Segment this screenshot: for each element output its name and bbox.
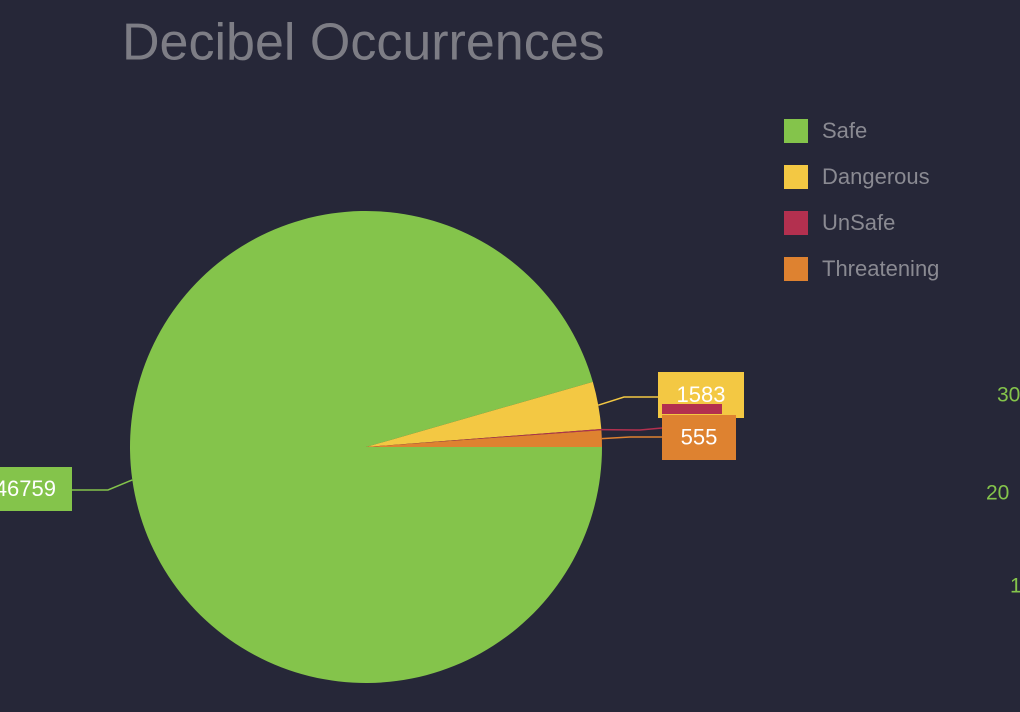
label-box	[662, 404, 722, 414]
label-box	[662, 415, 736, 460]
label-connector	[601, 427, 663, 431]
pie-slice	[366, 381, 602, 447]
legend-swatch	[784, 211, 808, 235]
pie-slice	[366, 430, 602, 447]
legend-label: UnSafe	[822, 210, 895, 235]
pie-slice	[366, 428, 602, 447]
legend-swatch	[784, 165, 808, 189]
legend-label: Safe	[822, 118, 867, 143]
legend-swatch	[784, 257, 808, 281]
side-axis-label: 10	[1010, 575, 1020, 598]
label-box	[0, 467, 72, 511]
label-connector	[72, 479, 133, 491]
legend-label: Dangerous	[822, 164, 930, 189]
side-axis-label: 30	[997, 384, 1020, 407]
pie-slice	[130, 211, 602, 684]
data-label: 1583	[677, 382, 726, 407]
chart-title: Decibel Occurrences	[122, 14, 605, 72]
side-axis-label: 20	[986, 482, 1009, 505]
label-connector	[601, 436, 662, 440]
legend-label: Threatening	[822, 256, 939, 281]
label-connector	[598, 396, 658, 406]
data-label: 46759	[0, 476, 56, 501]
data-label: 555	[681, 424, 718, 449]
legend-swatch	[784, 119, 808, 143]
